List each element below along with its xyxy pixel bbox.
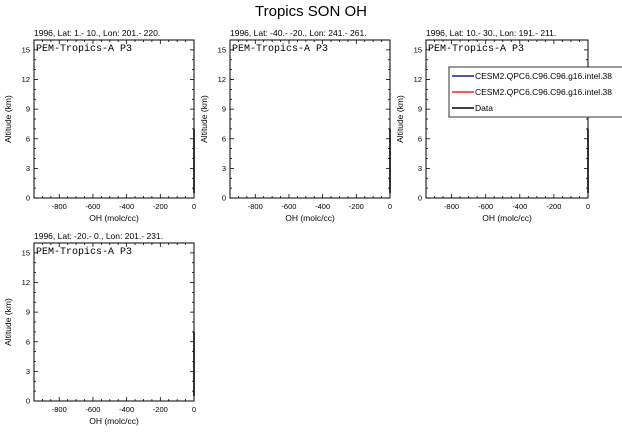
- figure-title: Tropics SON OH: [255, 3, 367, 20]
- x-tick-label: -200: [153, 202, 168, 211]
- y-tick-label: 3: [26, 164, 30, 173]
- panel-title: 1996, Lat: -40.- -20., Lon: 241.- 261.: [230, 28, 367, 38]
- y-tick-label: 3: [418, 164, 422, 173]
- panel-2: 1996, Lat: -40.- -20., Lon: 241.- 261. -8…: [199, 28, 392, 223]
- x-axis-label: OH (molc/cc): [285, 213, 335, 223]
- panel-annotation: PEM-Tropics-A P3: [232, 43, 328, 55]
- y-tick-label: 12: [414, 75, 422, 84]
- plot-frame: [33, 242, 195, 402]
- x-tick-label: -200: [153, 405, 168, 414]
- y-tick-label: 15: [22, 248, 30, 257]
- x-tick-label: -800: [248, 202, 263, 211]
- panel-title: 1996, Lat: -20.- 0., Lon: 201.- 231.: [34, 231, 163, 241]
- panel-title: 1996, Lat: 10.- 30., Lon: 191.- 211.: [426, 28, 556, 38]
- panel-4: 1996, Lat: -20.- 0., Lon: 201.- 231. -800…: [3, 231, 196, 426]
- plot-frame: [425, 39, 589, 199]
- x-tick-label: 0: [586, 202, 590, 211]
- y-tick-label: 6: [26, 134, 30, 143]
- panel-3: 1996, Lat: 10.- 30., Lon: 191.- 211. -800…: [395, 28, 590, 223]
- panels: 1996, Lat: 1.- 10., Lon: 201.- 220. -800 -…: [3, 28, 590, 426]
- y-tick-label: 9: [26, 308, 30, 317]
- x-tick-label: -200: [349, 202, 364, 211]
- y-tick-label: 0: [418, 194, 422, 203]
- x-tick-label: -400: [119, 202, 134, 211]
- y-axis-label: Altitude (km): [395, 95, 405, 143]
- plot-frame: [229, 39, 391, 199]
- y-tick-label: 6: [418, 134, 422, 143]
- y-axis-label: Altitude (km): [199, 95, 209, 143]
- y-tick-label: 6: [26, 337, 30, 346]
- y-tick-label: 12: [218, 75, 226, 84]
- x-tick-label: -600: [85, 202, 100, 211]
- legend-label: CESM2.QPC6.C96.C96.g16.intel.38: [475, 71, 612, 81]
- x-tick-label: -400: [315, 202, 330, 211]
- y-tick-label: 3: [222, 164, 226, 173]
- plot-frame: [33, 39, 195, 199]
- y-tick-label: 9: [222, 105, 226, 114]
- panel-annotation: PEM-Tropics-A P3: [428, 43, 524, 55]
- panel-1: 1996, Lat: 1.- 10., Lon: 201.- 220. -800 -…: [3, 28, 196, 223]
- x-tick-label: -600: [281, 202, 296, 211]
- y-tick-label: 0: [26, 397, 30, 406]
- y-tick-label: 0: [26, 194, 30, 203]
- legend-label: Data: [475, 103, 493, 113]
- x-tick-label: 0: [192, 405, 196, 414]
- y-axis-label: Altitude (km): [3, 95, 13, 143]
- y-tick-label: 9: [418, 105, 422, 114]
- y-tick-label: 15: [414, 45, 422, 54]
- x-tick-label: -800: [52, 405, 67, 414]
- legend-box: [448, 66, 622, 118]
- y-tick-label: 6: [222, 134, 226, 143]
- y-tick-label: 3: [26, 367, 30, 376]
- x-tick-label: -400: [512, 202, 527, 211]
- x-tick-label: -600: [478, 202, 493, 211]
- y-tick-label: 9: [26, 105, 30, 114]
- x-tick-label: 0: [192, 202, 196, 211]
- x-axis-label: OH (molc/cc): [89, 416, 139, 426]
- x-tick-label: -200: [546, 202, 561, 211]
- panel-annotation: PEM-Tropics-A P3: [36, 246, 132, 258]
- panel-annotation: PEM-Tropics-A P3: [36, 43, 132, 55]
- legend-label: CESM2.QPC6.C96.C96.g16.intel.38: [475, 87, 612, 97]
- y-tick-label: 12: [22, 278, 30, 287]
- y-tick-label: 15: [22, 45, 30, 54]
- y-tick-label: 12: [22, 75, 30, 84]
- x-tick-label: -600: [85, 405, 100, 414]
- x-axis-label: OH (molc/cc): [89, 213, 139, 223]
- x-tick-label: 0: [388, 202, 392, 211]
- x-axis-label: OH (molc/cc): [482, 213, 532, 223]
- x-tick-label: -800: [52, 202, 67, 211]
- x-tick-label: -800: [444, 202, 459, 211]
- x-tick-label: -400: [119, 405, 134, 414]
- y-tick-label: 0: [222, 194, 226, 203]
- y-tick-label: 15: [218, 45, 226, 54]
- legend: CESM2.QPC6.C96.C96.g16.intel.38 CESM2.QPC…: [448, 66, 622, 118]
- panel-title: 1996, Lat: 1.- 10., Lon: 201.- 220.: [34, 28, 160, 38]
- y-axis-label: Altitude (km): [3, 298, 13, 346]
